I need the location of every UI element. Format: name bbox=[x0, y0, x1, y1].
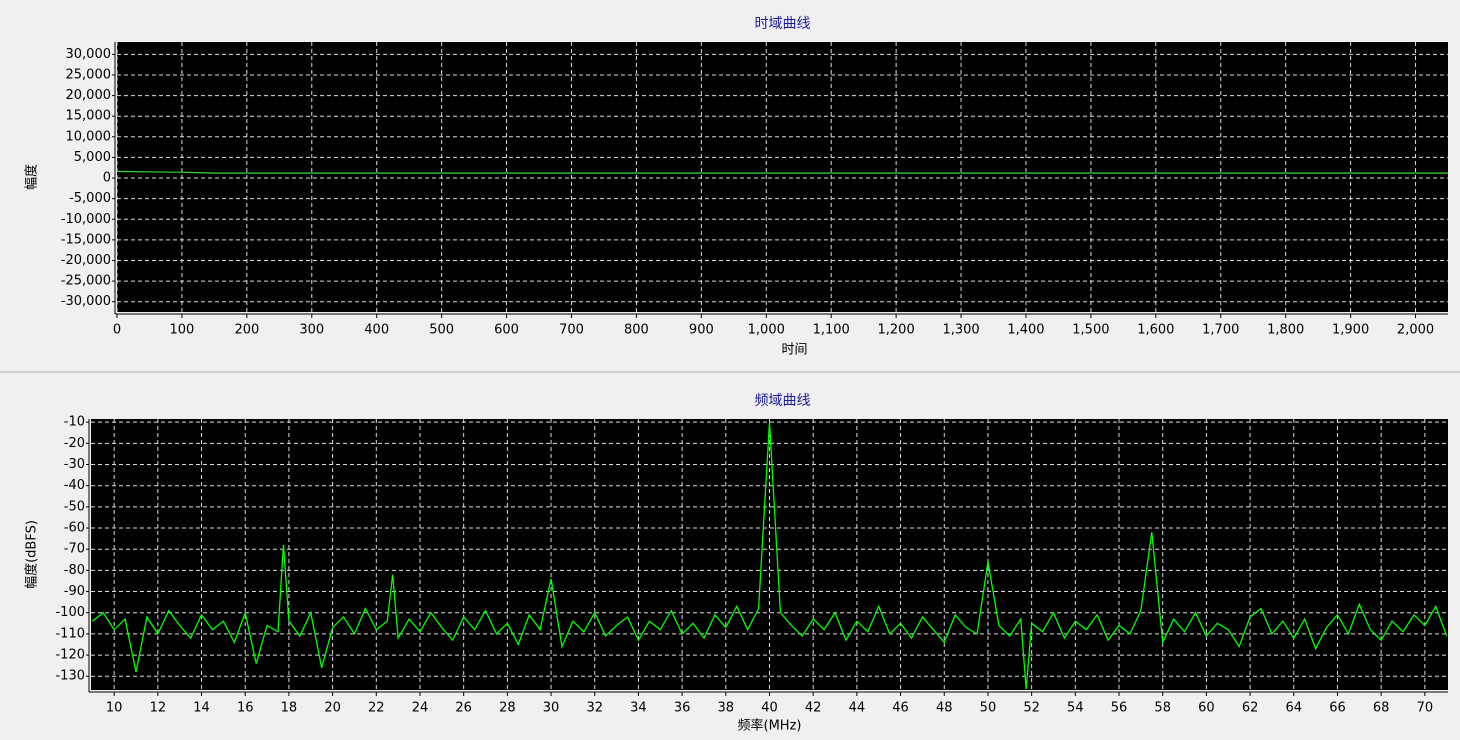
x-tick-label: 26 bbox=[455, 701, 472, 716]
y-tick-label: -5,000 bbox=[69, 191, 111, 206]
y-tick-label: 10,000 bbox=[66, 129, 112, 144]
y-tick-label: 0 bbox=[103, 171, 111, 186]
x-tick-label: 1,900 bbox=[1332, 323, 1369, 338]
x-tick-label: 18 bbox=[281, 701, 298, 716]
x-tick-label: 14 bbox=[193, 701, 210, 716]
x-tick-label: 900 bbox=[689, 323, 714, 338]
y-tick-label: -10 bbox=[64, 415, 85, 430]
x-tick-label: 64 bbox=[1286, 701, 1303, 716]
x-tick-label: 32 bbox=[586, 701, 603, 716]
y-tick-label: -25,000 bbox=[61, 274, 111, 289]
x-tick-label: 0 bbox=[113, 323, 121, 338]
x-tick-label: 42 bbox=[805, 701, 822, 716]
x-tick-label: 34 bbox=[630, 701, 647, 716]
x-tick-label: 1,400 bbox=[1007, 323, 1044, 338]
x-tick-label: 1,700 bbox=[1202, 323, 1239, 338]
x-tick-label: 36 bbox=[674, 701, 691, 716]
x-tick-label: 10 bbox=[106, 701, 123, 716]
y-axis-label: 幅度 bbox=[24, 164, 40, 190]
x-tick-label: 400 bbox=[364, 323, 389, 338]
x-axis-label: 频率(MHz) bbox=[738, 718, 802, 734]
y-tick-label: -10,000 bbox=[61, 212, 111, 227]
x-tick-label: 22 bbox=[368, 701, 385, 716]
x-tick-label: 12 bbox=[150, 701, 167, 716]
x-tick-label: 56 bbox=[1111, 701, 1128, 716]
x-tick-label: 38 bbox=[718, 701, 735, 716]
x-tick-label: 300 bbox=[299, 323, 324, 338]
x-tick-label: 50 bbox=[980, 701, 997, 716]
y-tick-label: -110 bbox=[55, 626, 85, 641]
y-tick-label: -20,000 bbox=[61, 253, 111, 268]
y-tick-label: -40 bbox=[64, 478, 85, 493]
y-tick-label: 5,000 bbox=[74, 150, 111, 165]
x-axis-label: 时间 bbox=[781, 343, 807, 358]
x-tick-label: 800 bbox=[624, 323, 649, 338]
chart-title: 频域曲线 bbox=[755, 393, 811, 409]
x-tick-label: 44 bbox=[849, 701, 866, 716]
y-tick-label: -130 bbox=[55, 669, 85, 684]
y-tick-label: -80 bbox=[64, 563, 85, 578]
y-tick-label: 25,000 bbox=[66, 67, 112, 82]
x-tick-label: 16 bbox=[237, 701, 254, 716]
x-tick-label: 1,100 bbox=[813, 323, 850, 338]
x-tick-label: 60 bbox=[1198, 701, 1215, 716]
y-tick-label: -120 bbox=[55, 648, 85, 663]
data-line bbox=[117, 170, 1448, 174]
x-tick-label: 54 bbox=[1067, 701, 1084, 716]
y-tick-label: -15,000 bbox=[61, 232, 111, 247]
x-tick-label: 68 bbox=[1373, 701, 1390, 716]
x-tick-label: 200 bbox=[234, 323, 259, 338]
x-tick-label: 48 bbox=[936, 701, 953, 716]
x-tick-label: 700 bbox=[559, 323, 584, 338]
y-tick-label: -20 bbox=[64, 436, 85, 451]
x-tick-label: 70 bbox=[1417, 701, 1434, 716]
x-tick-label: 30 bbox=[543, 701, 560, 716]
x-tick-label: 66 bbox=[1329, 701, 1346, 716]
y-tick-label: -70 bbox=[64, 542, 85, 557]
x-tick-label: 20 bbox=[324, 701, 341, 716]
y-tick-label: 15,000 bbox=[66, 109, 112, 124]
plot-area bbox=[117, 42, 1448, 312]
x-tick-label: 1,200 bbox=[878, 323, 915, 338]
y-tick-label: -30,000 bbox=[61, 294, 111, 309]
x-tick-label: 100 bbox=[170, 323, 195, 338]
y-tick-label: -60 bbox=[64, 521, 85, 536]
chart-title: 时域曲线 bbox=[755, 16, 811, 32]
x-tick-label: 58 bbox=[1154, 701, 1171, 716]
data-line bbox=[91, 422, 1448, 689]
y-axis-label: 幅度(dBFS) bbox=[24, 520, 40, 589]
x-tick-label: 2,000 bbox=[1397, 323, 1434, 338]
y-tick-label: 20,000 bbox=[66, 88, 112, 103]
x-tick-label: 28 bbox=[499, 701, 516, 716]
x-tick-label: 600 bbox=[494, 323, 519, 338]
x-tick-label: 1,000 bbox=[748, 323, 785, 338]
x-tick-label: 1,300 bbox=[942, 323, 979, 338]
x-tick-label: 62 bbox=[1242, 701, 1259, 716]
x-tick-label: 52 bbox=[1023, 701, 1040, 716]
x-tick-label: 40 bbox=[761, 701, 778, 716]
x-tick-label: 1,600 bbox=[1137, 323, 1174, 338]
x-tick-label: 1,800 bbox=[1267, 323, 1304, 338]
y-tick-label: -50 bbox=[64, 499, 85, 514]
x-tick-label: 24 bbox=[412, 701, 429, 716]
y-tick-label: -100 bbox=[55, 605, 85, 620]
y-tick-label: 30,000 bbox=[66, 47, 112, 62]
y-tick-label: -90 bbox=[64, 584, 85, 599]
y-tick-label: -30 bbox=[64, 457, 85, 472]
x-tick-label: 46 bbox=[892, 701, 909, 716]
x-tick-label: 500 bbox=[429, 323, 454, 338]
x-tick-label: 1,500 bbox=[1072, 323, 1109, 338]
